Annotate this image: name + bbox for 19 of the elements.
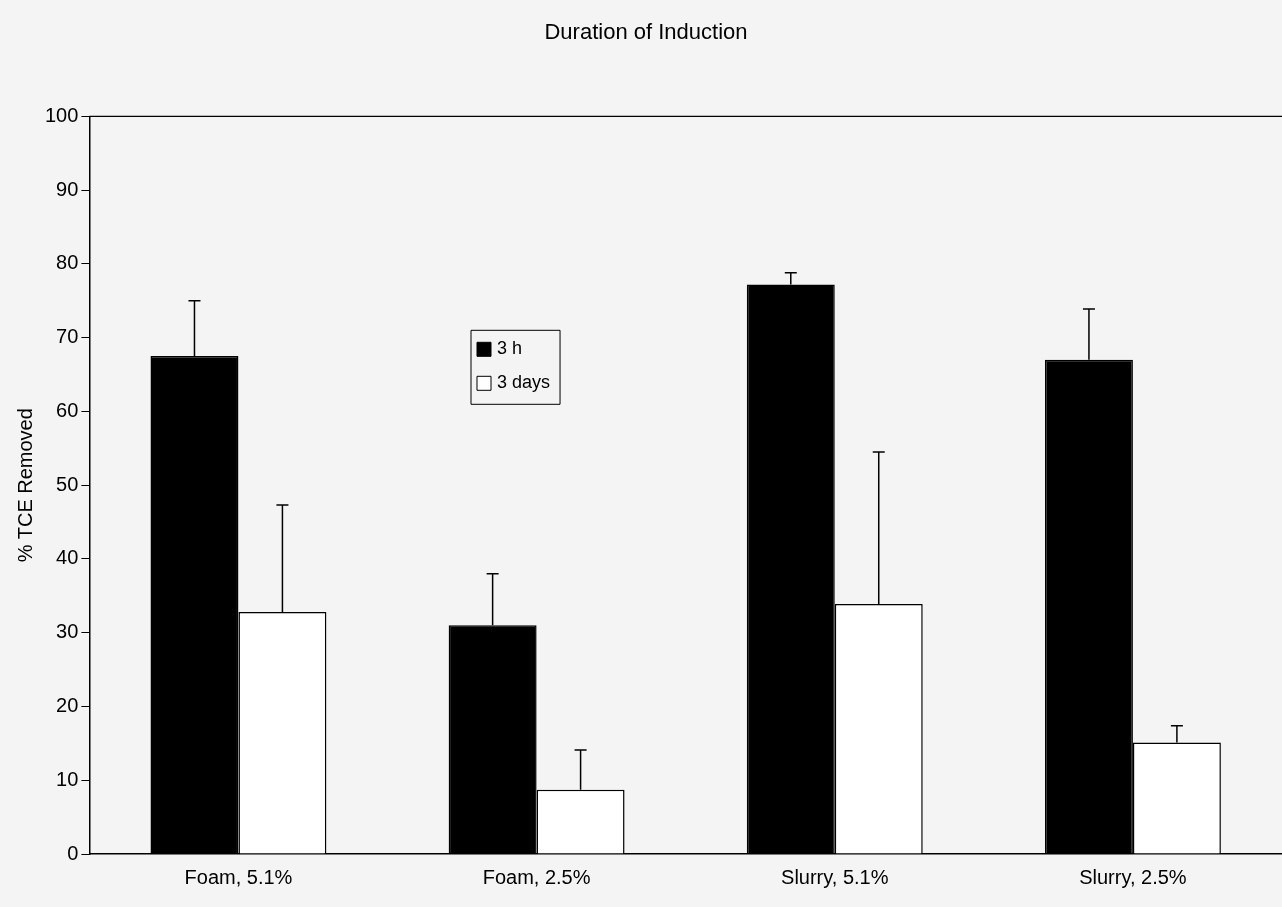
legend-label: 3 h [497, 338, 523, 359]
y-tick-label: 100 [44, 103, 79, 126]
y-tick-label: 90 [56, 177, 79, 200]
y-tick-label: 0 [67, 841, 79, 864]
x-tick-label: Slurry, 5.1% [781, 865, 889, 888]
y-tick-label: 60 [56, 398, 79, 421]
x-tick-label: Foam, 5.1% [184, 865, 293, 888]
y-tick-label: 70 [56, 325, 79, 348]
x-tick-label: Slurry, 2.5% [1079, 865, 1187, 888]
chart-title: Duration of Induction [544, 19, 748, 45]
y-tick-label: 30 [56, 620, 79, 643]
y-tick-label: 20 [56, 694, 79, 716]
y-tick-label: 10 [56, 767, 79, 790]
y-axis-title: % TCE Removed [13, 408, 36, 563]
y-tick-label: 40 [56, 546, 79, 569]
y-tick-label: 80 [56, 251, 79, 274]
legend-label: 3 days [497, 372, 551, 393]
y-tick-label: 50 [56, 472, 79, 495]
x-tick-label: Foam, 2.5% [482, 865, 591, 888]
